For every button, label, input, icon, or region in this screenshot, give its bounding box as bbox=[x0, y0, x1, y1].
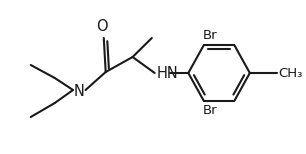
Text: CH₃: CH₃ bbox=[279, 67, 303, 79]
Text: HN: HN bbox=[157, 65, 178, 81]
Text: N: N bbox=[73, 83, 84, 99]
Text: Br: Br bbox=[203, 104, 217, 117]
Text: O: O bbox=[96, 19, 108, 34]
Text: Br: Br bbox=[203, 29, 217, 42]
